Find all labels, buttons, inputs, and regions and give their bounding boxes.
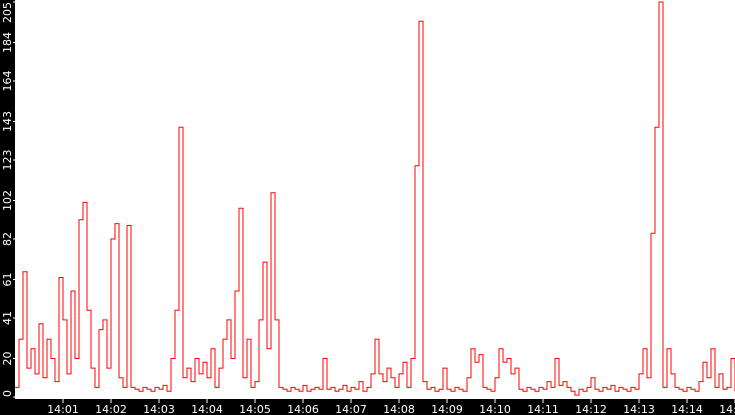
x-tick-label: 14:01 bbox=[47, 403, 79, 415]
y-axis-bar bbox=[0, 0, 15, 415]
x-tick-label: 14:06 bbox=[287, 403, 319, 415]
x-tick-label: 14:14 bbox=[671, 403, 703, 415]
x-axis-bar bbox=[0, 399, 735, 415]
y-tick-label: 41 bbox=[1, 311, 14, 325]
y-tick-label: 102 bbox=[1, 190, 14, 211]
y-tick-label: 143 bbox=[1, 111, 14, 132]
x-tick-label: 14:10 bbox=[479, 403, 511, 415]
y-tick-label: 20 bbox=[1, 351, 14, 365]
y-tick-label: 82 bbox=[1, 232, 14, 246]
plot-area bbox=[15, 0, 735, 399]
x-tick-label: 14:05 bbox=[239, 403, 271, 415]
x-tick-label: 14:09 bbox=[431, 403, 463, 415]
x-tick-label: 14:12 bbox=[575, 403, 607, 415]
y-tick-label: 123 bbox=[1, 150, 14, 171]
x-tick-label: 14:11 bbox=[527, 403, 559, 415]
y-tick-label: 164 bbox=[1, 71, 14, 92]
x-tick-label: 14:07 bbox=[335, 403, 367, 415]
x-tick-label: 14:04 bbox=[191, 403, 223, 415]
y-axis: 0 20 41 61 82 102 123 143 164 184 205 bbox=[1, 1, 16, 398]
y-tick-label: 205 bbox=[1, 2, 14, 23]
x-tick-label: 14:03 bbox=[143, 403, 175, 415]
x-tick-label: 14:08 bbox=[383, 403, 415, 415]
y-tick-label: 61 bbox=[1, 272, 14, 286]
x-axis: 14:01 14:02 14:03 14:04 14:05 14:06 14:07 14:08… bbox=[47, 399, 735, 415]
y-tick-label: 184 bbox=[1, 32, 14, 53]
series-line bbox=[15, 1, 735, 396]
x-tick-label: 14:02 bbox=[95, 403, 127, 415]
y-tick-label: 0 bbox=[1, 390, 14, 397]
x-tick-label: 14:15 bbox=[719, 403, 735, 415]
series-layer bbox=[15, 1, 735, 396]
x-tick-label: 14:13 bbox=[623, 403, 655, 415]
